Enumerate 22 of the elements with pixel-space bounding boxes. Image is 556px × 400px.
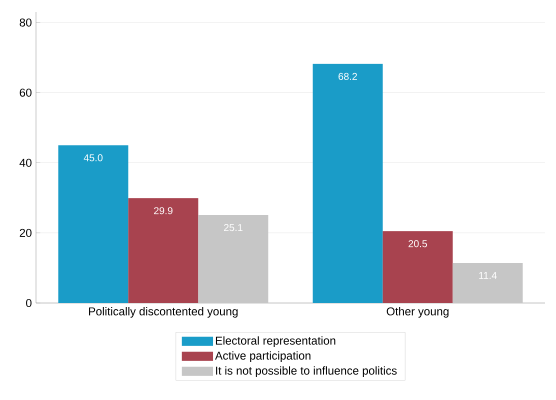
legend-label: Electoral representation [216,336,336,347]
bar [128,198,198,303]
y-tick-label: 0 [26,298,32,308]
bar [198,215,268,303]
bar [58,145,128,303]
x-tick-label: Politically discontented young [89,307,238,318]
data-label: 11.4 [479,272,497,279]
legend-label: It is not possible to influence politics [216,366,397,377]
y-tick-label: 80 [20,18,32,27]
y-tick-label: 40 [20,158,32,167]
x-tick-label: Other young [386,307,449,318]
bar [382,231,453,303]
data-label: 25.1 [224,224,242,232]
bar [452,263,523,303]
bar [312,64,383,303]
legend-label: Active participation [215,351,310,362]
y-tick-label: 60 [20,88,32,97]
data-label: 29.9 [154,207,172,214]
data-label: 45.0 [84,154,103,162]
data-label: 20.5 [408,240,428,248]
data-label: 68.2 [338,72,357,80]
y-tick-label: 20 [20,228,32,237]
